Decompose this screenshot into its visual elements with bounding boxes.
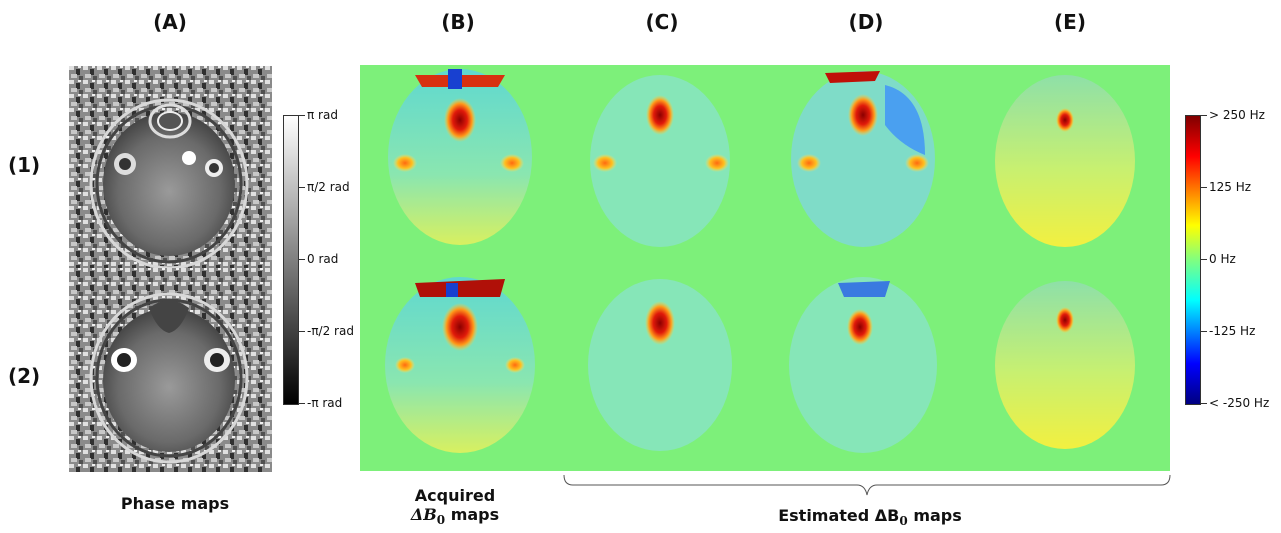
phase-map-image-2	[69, 268, 272, 472]
caption-phase-maps: Phase maps	[120, 494, 230, 513]
column-label-b: (B)	[441, 10, 475, 34]
column-label-c: (C)	[645, 10, 679, 34]
b0-tick-label: 125 Hz	[1209, 180, 1252, 194]
phase-tick-label: -π rad	[307, 396, 343, 410]
column-label-a: (A)	[153, 10, 187, 34]
b0-tick-label: > 250 Hz	[1209, 108, 1265, 122]
phase-tick-label: 0 rad	[307, 252, 339, 266]
b0-tick	[1201, 259, 1207, 260]
b0-tick-label: -125 Hz	[1209, 324, 1256, 338]
estimated-brace	[563, 475, 1171, 496]
phase-tick	[299, 115, 305, 116]
b0-tick-label: < -250 Hz	[1209, 396, 1270, 410]
b0-tick	[1201, 187, 1207, 188]
phase-map-row1	[69, 66, 272, 270]
brain-b2	[385, 277, 535, 453]
phase-map-row2	[69, 268, 272, 472]
b0-colorbar	[1185, 115, 1201, 405]
caption-acquired-subscript: 0	[436, 513, 446, 528]
caption-acquired: Acquired ΔB0 maps	[400, 486, 510, 527]
brain-b1	[388, 69, 532, 245]
caption-acquired-symbol: ΔB	[410, 505, 437, 524]
b0-maps-image	[385, 69, 1135, 453]
b0-tick	[1201, 115, 1207, 116]
caption-estimated-suffix: maps	[913, 506, 962, 525]
b0-tick	[1201, 403, 1207, 404]
caption-estimated-subscript: 0	[899, 514, 908, 529]
phase-colorbar	[283, 115, 299, 405]
column-label-e: (E)	[1054, 10, 1086, 34]
phase-tick	[299, 187, 305, 188]
caption-estimated-text: Estimated ΔB	[778, 506, 900, 525]
brain-e2	[995, 281, 1135, 449]
column-label-d: (D)	[848, 10, 884, 34]
b0-maps-panel	[360, 65, 1170, 471]
b0-tick	[1201, 331, 1207, 332]
brain-d2	[789, 277, 937, 453]
phase-tick-label: -π/2 rad	[307, 324, 354, 338]
row-label-2: (2)	[8, 364, 41, 388]
phase-tick	[299, 331, 305, 332]
caption-acquired-line2: ΔB0 maps	[400, 505, 510, 527]
caption-acquired-line1: Acquired	[414, 486, 496, 505]
phase-tick-label: π/2 rad	[307, 180, 350, 194]
brain-c2	[588, 279, 732, 451]
b0-tick-label: 0 Hz	[1209, 252, 1236, 266]
caption-estimated: Estimated ΔB0 maps	[760, 506, 980, 528]
caption-acquired-suffix: maps	[450, 505, 500, 524]
phase-tick	[299, 259, 305, 260]
brain-c1	[590, 75, 730, 247]
phase-tick-label: π rad	[307, 108, 338, 122]
brain-e1	[995, 75, 1135, 247]
phase-tick	[299, 403, 305, 404]
row-label-1: (1)	[8, 153, 41, 177]
phase-map-image-1	[69, 66, 272, 270]
